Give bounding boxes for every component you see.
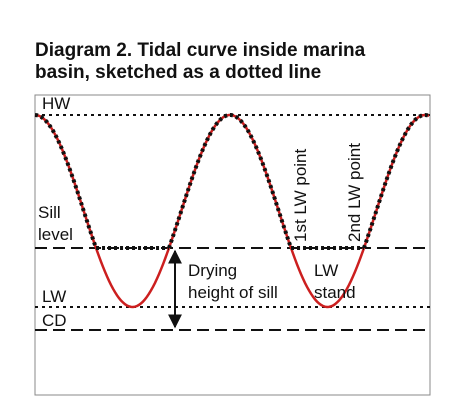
frame [34,94,431,396]
title-line: basin, sketched as a dotted line [35,62,321,83]
level-label: LW [42,287,66,306]
annotation: Drying [188,261,237,280]
level-label: level [38,225,73,244]
level-label: Sill [38,203,61,222]
annotation: height of sill [188,283,278,302]
basin-curve [34,112,430,248]
level-label: HW [42,94,70,113]
annotation: 1st LW point [291,148,310,242]
title-line: Diagram 2. Tidal curve inside marina [35,40,366,61]
annotation: 2nd LW point [345,143,364,242]
annotation: LW [314,261,338,280]
annotation: stand [314,283,356,302]
level-label: CD [42,311,67,330]
